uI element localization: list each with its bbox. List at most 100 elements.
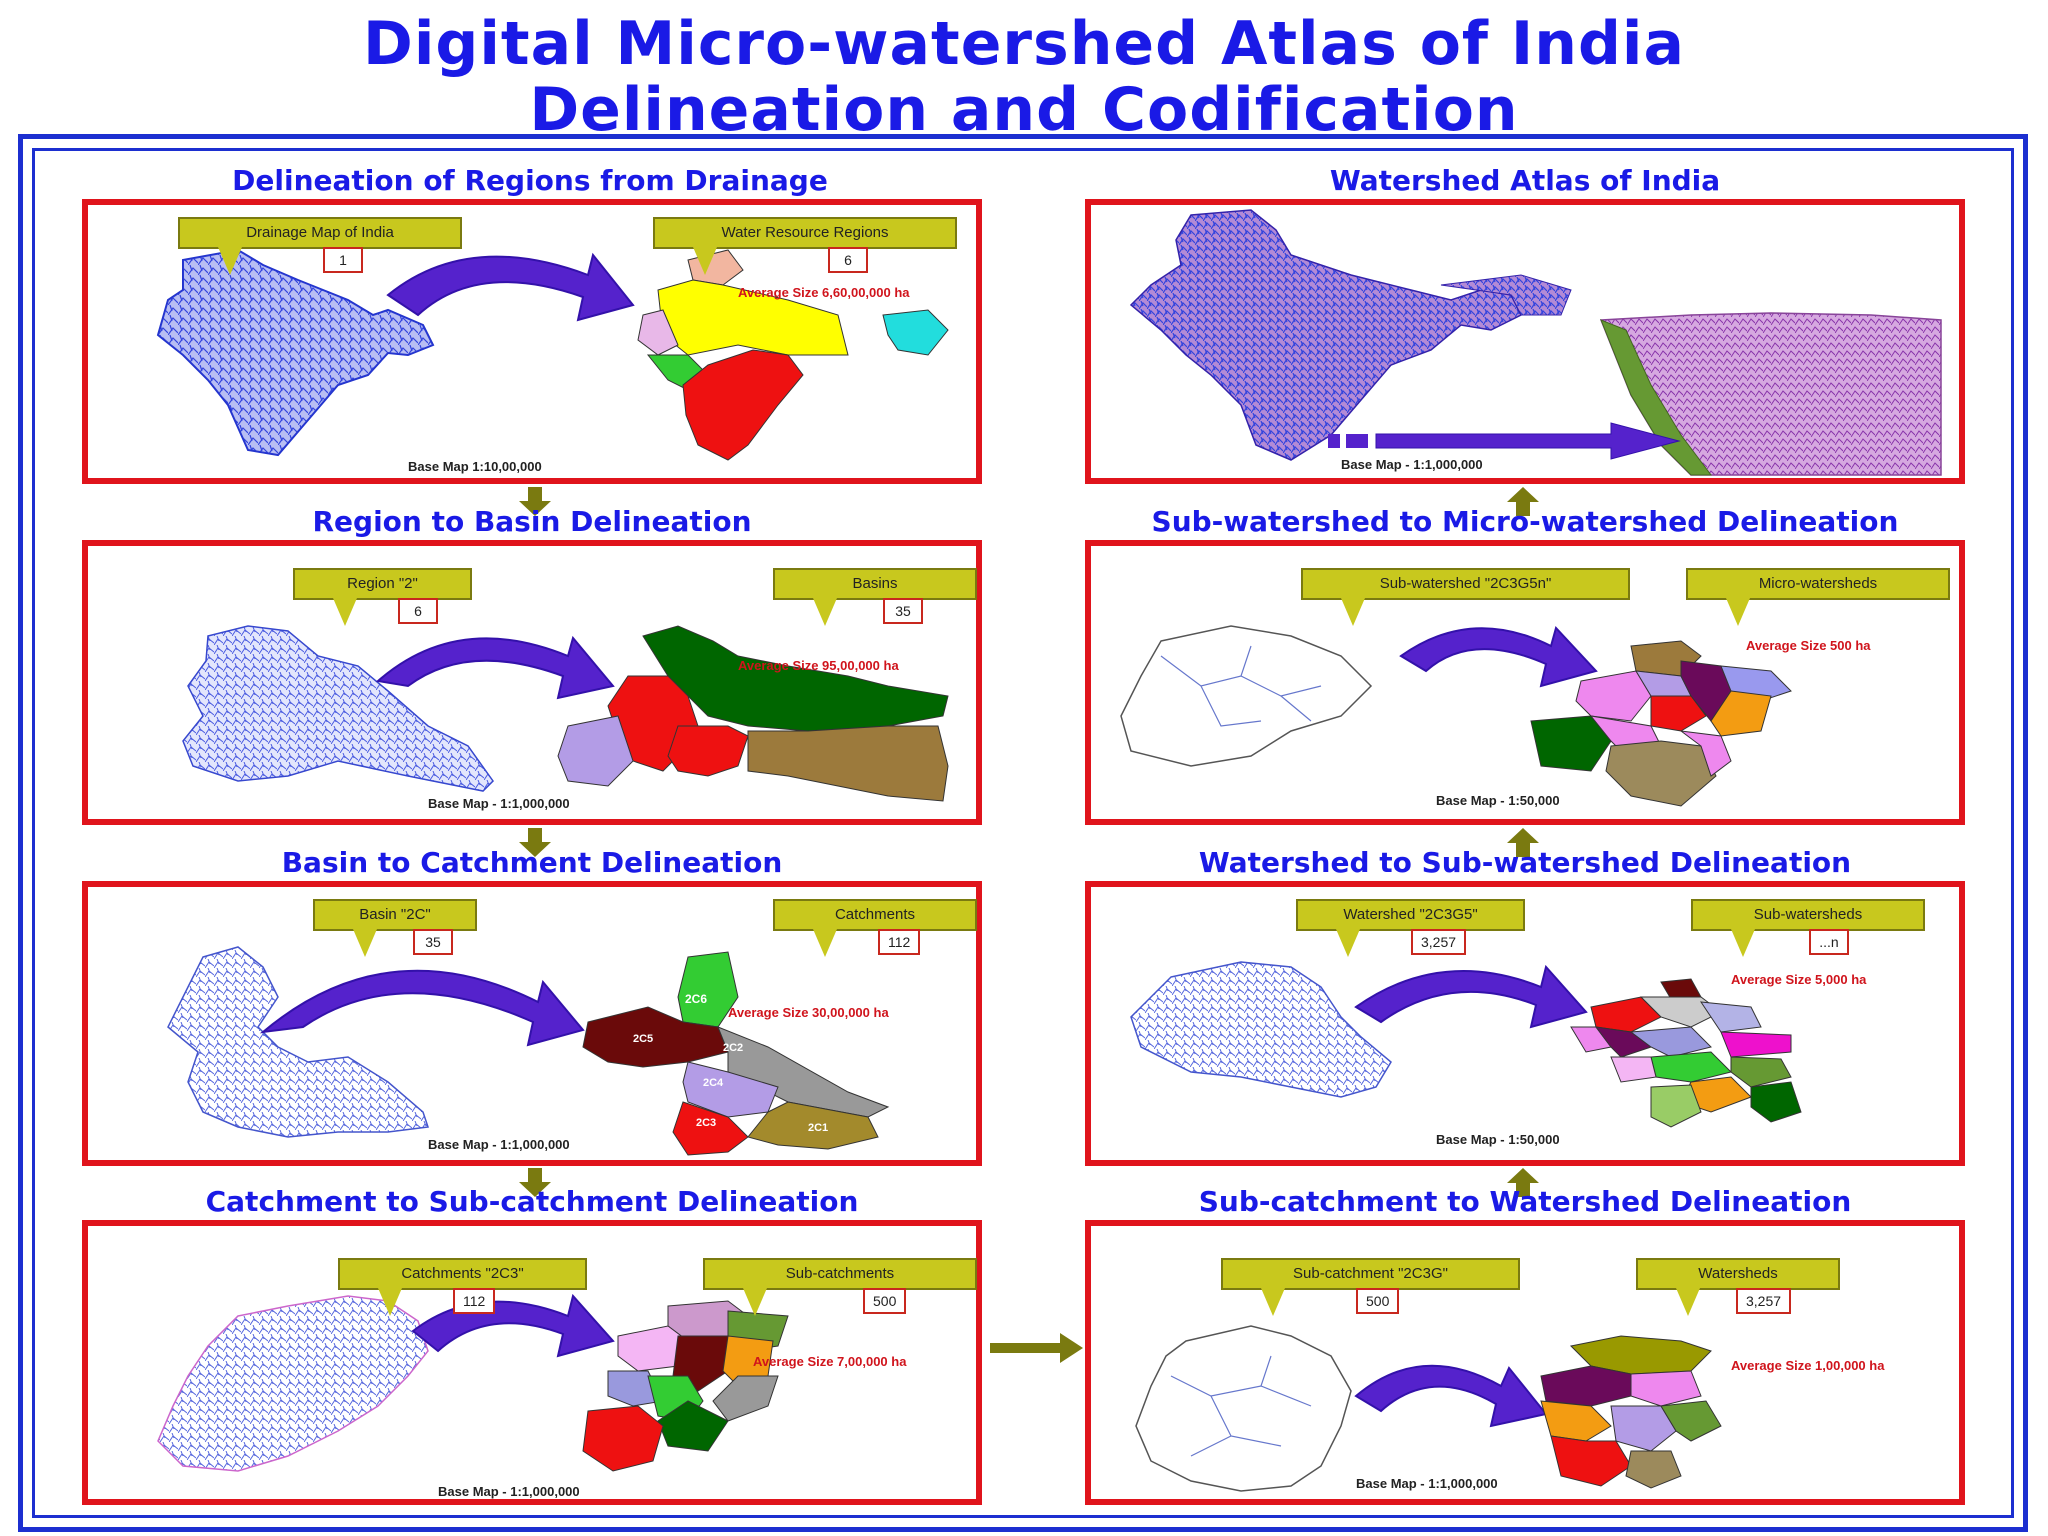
count-sub-catchments: 500 (863, 1288, 907, 1314)
basin-map (557, 625, 949, 802)
catchment-label: 2C6 (685, 992, 708, 1006)
flow-arrow-up-icon (1507, 1168, 1539, 1197)
curved-arrow-icon (1399, 626, 1598, 688)
section-title-regions: Delineation of Regions from Drainage (232, 164, 828, 197)
section-title-watersheds: Sub-catchment to Watershed Delineation (1198, 1185, 1852, 1218)
catchment-2c3-map (157, 1295, 429, 1472)
curved-arrow-icon (259, 969, 585, 1047)
inner-frame (32, 148, 2014, 1518)
curved-arrow-icon (1354, 964, 1588, 1029)
callout-sub-catchment-2c3g: Sub-catchment "2C3G" (1221, 1258, 1520, 1316)
average-size-label: Average Size 7,00,000 ha (753, 1354, 907, 1369)
panel-watershed-subwatershed: Watershed "2C3G5" 3,257 Sub-watersheds .… (1085, 881, 1965, 1166)
watershed-subwatershed-illustration (1130, 961, 1802, 1128)
base-map-scale: Base Map - 1:50,000 (1436, 793, 1560, 808)
count-basin-2c: 35 (413, 929, 453, 955)
section-title-sub-watersheds: Watershed to Sub-watershed Delineation (1198, 846, 1852, 879)
base-map-scale: Base Map - 1:1,000,000 (1341, 457, 1483, 472)
sub-catchment-2c3g-map (1135, 1325, 1352, 1492)
panel-watershed-atlas: Base Map - 1:1,000,000 (1085, 199, 1965, 484)
watershed-map (1540, 1335, 1722, 1489)
average-size-label: Average Size 5,000 ha (1731, 972, 1867, 987)
region-2-map (182, 625, 494, 792)
flow-arrow-up-icon (1507, 828, 1539, 857)
callout-region-2: Region "2" (293, 568, 472, 626)
section-title-basins: Region to Basin Delineation (312, 505, 752, 538)
panel-drainage-regions: Drainage Map of India 1 Water Resource R… (82, 199, 982, 484)
count-sub-watersheds: ...n (1809, 929, 1849, 955)
count-catchments-2c3: 112 (453, 1288, 496, 1314)
average-size-label: Average Size 1,00,000 ha (1731, 1358, 1885, 1373)
callout-watersheds: Watersheds (1636, 1258, 1840, 1316)
callout-basin-2c: Basin "2C" (313, 899, 477, 957)
callout-sub-watershed-2c3g5n: Sub-watershed "2C3G5n" (1301, 568, 1630, 626)
subwatershed-micro-illustration (1120, 625, 1792, 807)
catchment-map (582, 951, 890, 1156)
catchment-label: 2C4 (703, 1077, 724, 1089)
section-title-atlas: Watershed Atlas of India (1329, 164, 1721, 197)
count-sub-catchment-2c3g: 500 (1356, 1288, 1400, 1314)
subcatchment-watershed-illustration (1135, 1325, 1722, 1492)
average-size-label: Average Size 95,00,000 ha (738, 658, 899, 673)
flow-arrow-down-icon (519, 487, 551, 516)
panel-subwatershed-micro: Sub-watershed "2C3G5n" Micro-watersheds … (1085, 540, 1965, 825)
callout-catchments: Catchments (773, 899, 977, 957)
page-title-line1: Digital Micro-watershed Atlas of India (363, 9, 1685, 79)
count-drainage-map: 1 (323, 247, 363, 273)
count-basins: 35 (883, 598, 923, 624)
callout-drainage-map: Drainage Map of India (178, 217, 462, 275)
catchment-label: 2C5 (633, 1033, 654, 1045)
flow-arrow-down-icon (519, 828, 551, 857)
region-basin-illustration (182, 625, 949, 802)
panel-region-basin: Region "2" 6 Basins 35 Average Size 95,0… (82, 540, 982, 825)
count-watershed-2c3g5: 3,257 (1411, 929, 1467, 955)
curved-arrow-icon (411, 1293, 615, 1358)
sub-watershed-2c3g5n-map (1120, 625, 1373, 767)
section-title-catchments: Basin to Catchment Delineation (281, 846, 783, 879)
outer-frame (18, 134, 2028, 1532)
india-watershed-map (1129, 209, 1523, 461)
water-resource-regions-map (637, 249, 949, 461)
base-map-scale: Base Map - 1:50,000 (1436, 1132, 1560, 1147)
india-drainage-map (156, 248, 435, 457)
panel-subcatchment-watershed: Sub-catchment "2C3G" 500 Watersheds 3,25… (1085, 1220, 1965, 1505)
catchment-subcatchment-illustration (157, 1293, 789, 1472)
drainage-map-illustration (156, 248, 949, 461)
count-water-resource-regions: 6 (828, 247, 868, 273)
flow-arrow-down-icon (519, 1168, 551, 1197)
curved-arrow-icon (1354, 1364, 1548, 1428)
base-map-scale: Base Map - 1:1,000,000 (438, 1484, 580, 1499)
average-size-label: Average Size 30,00,000 ha (728, 1005, 889, 1020)
callout-watershed-2c3g5: Watershed "2C3G5" (1296, 899, 1525, 957)
sub-catchment-map (582, 1300, 789, 1472)
count-catchments: 112 (878, 929, 921, 955)
callout-water-resource-regions: Water Resource Regions (653, 217, 957, 275)
catchment-label: 2C1 (808, 1122, 829, 1134)
callout-sub-catchments: Sub-catchments (703, 1258, 977, 1316)
average-size-label: Average Size 500 ha (1746, 638, 1871, 653)
count-watersheds: 3,257 (1736, 1288, 1792, 1314)
curved-arrow-icon (386, 252, 635, 322)
base-map-scale: Base Map - 1:1,000,000 (428, 796, 570, 811)
base-map-scale: Base Map - 1:1,000,000 (1356, 1476, 1498, 1491)
flow-arrow-right-icon (990, 1333, 1083, 1363)
count-region-2: 6 (398, 598, 438, 624)
curved-arrow-icon (375, 635, 615, 700)
section-title-sub-catchments: Catchment to Sub-catchment Delineation (205, 1185, 859, 1218)
catchment-label: 2C3 (696, 1117, 717, 1129)
callout-micro-watersheds: Micro-watersheds (1686, 568, 1950, 626)
basin-catchment-illustration (167, 946, 890, 1156)
page-title-line2: Delineation and Codification (529, 75, 1519, 145)
zoom-arrow-icon (1375, 422, 1681, 460)
average-size-label: Average Size 6,60,00,000 ha (738, 285, 910, 300)
panel-catchment-subcatchment: Catchments "2C3" 112 Sub-catchments 500 … (82, 1220, 982, 1505)
base-map-scale: Base Map - 1:1,000,000 (428, 1137, 570, 1152)
sub-watershed-map (1570, 978, 1802, 1128)
callout-sub-watersheds: Sub-watersheds (1691, 899, 1925, 957)
callout-basins: Basins (773, 568, 977, 626)
panel-basin-catchment: Basin "2C" 35 Catchments 112 Average Siz… (82, 881, 982, 1166)
base-map-scale: Base Map 1:10,00,000 (408, 459, 542, 474)
basin-2c-map (167, 946, 430, 1138)
catchment-label: 2C2 (723, 1042, 744, 1054)
callout-catchments-2c3: Catchments "2C3" (338, 1258, 587, 1316)
